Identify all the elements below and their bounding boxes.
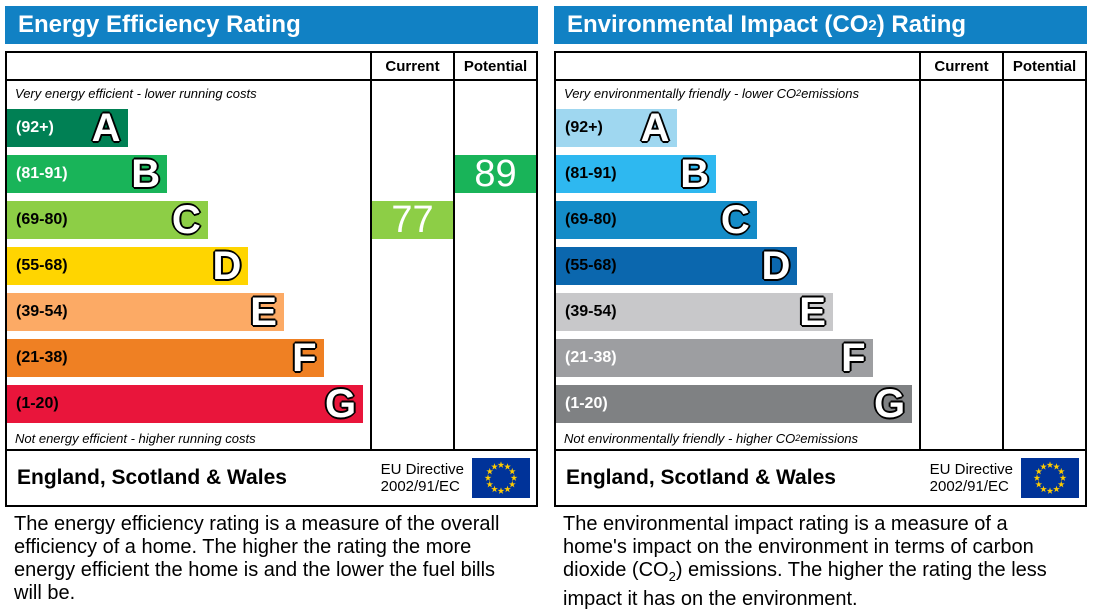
band-row-b: (81-91) B xyxy=(556,151,1085,197)
band-bar-g: (1-20) G xyxy=(7,382,364,426)
band-row-d: (55-68) D xyxy=(556,243,1085,289)
column-header-row: Current Potential xyxy=(556,53,1085,81)
band-range-label: (1-20) xyxy=(565,395,608,412)
band-bar-g: (1-20) G xyxy=(556,382,913,426)
current-column-header: Current xyxy=(370,53,453,79)
potential-column-header: Potential xyxy=(1002,53,1085,79)
energy-efficiency-panel: Energy Efficiency Rating Current Potenti… xyxy=(5,6,538,611)
jurisdiction-footer: England, Scotland & Wales EU Directive 2… xyxy=(5,449,538,507)
region-label: England, Scotland & Wales xyxy=(17,466,287,489)
band-bar-c: (69-80) C xyxy=(7,198,208,242)
environmental-impact-panel: Environmental Impact (CO 2) Rating Curren… xyxy=(554,6,1087,611)
region-label: England, Scotland & Wales xyxy=(566,466,836,489)
band-row-g: (1-20) G xyxy=(7,381,536,427)
band-range-label: (92+) xyxy=(565,119,603,136)
band-range-label: (1-20) xyxy=(16,395,59,412)
band-bar-b: (81-91) B xyxy=(7,152,168,196)
band-bar-f: (21-38) F xyxy=(7,336,324,380)
band-letter: C xyxy=(720,198,750,242)
band-range-label: (92+) xyxy=(16,119,54,136)
eu-directive-label: EU Directive 2002/91/EC xyxy=(929,461,1013,495)
top-caption: Very energy efficient - lower running co… xyxy=(15,85,257,101)
band-bar-a: (92+) A xyxy=(7,106,128,150)
band-range-label: (55-68) xyxy=(16,257,68,274)
band-bar-b: (81-91) B xyxy=(556,152,717,196)
bottom-caption-row: Not environmentally friendly - higher CO… xyxy=(556,427,1085,449)
band-range-label: (55-68) xyxy=(565,257,617,274)
band-bar-d: (55-68) D xyxy=(7,244,249,288)
top-caption-row: Very energy efficient - lower running co… xyxy=(7,81,536,105)
band-letter: D xyxy=(212,244,242,288)
eu-flag-icon xyxy=(1021,458,1079,498)
band-row-a: (92+) A xyxy=(556,105,1085,151)
band-letter: B xyxy=(131,152,161,196)
header-spacer xyxy=(7,53,370,79)
potential-column-header: Potential xyxy=(453,53,536,79)
environmental-impact-title: Environmental Impact (CO 2) Rating xyxy=(554,6,1087,44)
band-letter: F xyxy=(841,336,866,380)
band-row-e: (39-54) E xyxy=(556,289,1085,335)
potential-rating-value: 89 xyxy=(474,152,517,195)
band-letter: G xyxy=(324,382,357,426)
band-range-label: (81-91) xyxy=(565,165,617,182)
band-letter: E xyxy=(799,290,826,334)
panel-title-text: Environmental Impact (CO xyxy=(567,11,869,38)
top-caption: Very environmentally friendly - lower CO… xyxy=(564,85,859,101)
band-range-label: (69-80) xyxy=(565,211,617,228)
band-bar-e: (39-54) E xyxy=(556,290,833,334)
bottom-caption-row: Not energy efficient - higher running co… xyxy=(7,427,536,449)
current-column-header: Current xyxy=(919,53,1002,79)
band-row-b: (81-91) B 89 xyxy=(7,151,536,197)
band-letter: E xyxy=(250,290,277,334)
band-row-c: (69-80) C xyxy=(556,197,1085,243)
panel-title-text: Energy Efficiency Rating xyxy=(18,11,301,38)
energy-efficiency-chart: Current Potential Very energy efficient … xyxy=(5,51,538,451)
band-range-label: (69-80) xyxy=(16,211,68,228)
band-letter: F xyxy=(292,336,317,380)
band-range-label: (39-54) xyxy=(16,303,68,320)
band-letter: B xyxy=(680,152,710,196)
environmental-impact-description: The environmental impact rating is a mea… xyxy=(563,513,1047,610)
band-bar-f: (21-38) F xyxy=(556,336,873,380)
energy-efficiency-description: The energy efficiency rating is a measur… xyxy=(14,513,500,604)
band-letter: C xyxy=(171,198,201,242)
band-range-label: (21-38) xyxy=(565,349,617,366)
band-bar-e: (39-54) E xyxy=(7,290,284,334)
band-range-label: (39-54) xyxy=(565,303,617,320)
band-row-c: (69-80) C 77 xyxy=(7,197,536,243)
band-range-label: (21-38) xyxy=(16,349,68,366)
band-row-a: (92+) A xyxy=(7,105,536,151)
band-range-label: (81-91) xyxy=(16,165,68,182)
jurisdiction-footer: England, Scotland & Wales EU Directive 2… xyxy=(554,449,1087,507)
top-caption-row: Very environmentally friendly - lower CO… xyxy=(556,81,1085,105)
column-header-row: Current Potential xyxy=(7,53,536,81)
header-spacer xyxy=(556,53,919,79)
band-letter: D xyxy=(761,244,791,288)
bottom-caption: Not environmentally friendly - higher CO… xyxy=(564,430,859,446)
band-row-g: (1-20) G xyxy=(556,381,1085,427)
band-letter: A xyxy=(640,106,670,150)
band-bar-d: (55-68) D xyxy=(556,244,798,288)
energy-efficiency-title: Energy Efficiency Rating xyxy=(5,6,538,44)
band-row-f: (21-38) F xyxy=(7,335,536,381)
band-row-e: (39-54) E xyxy=(7,289,536,335)
band-bar-a: (92+) A xyxy=(556,106,677,150)
eu-directive-label: EU Directive 2002/91/EC xyxy=(380,461,464,495)
eu-flag-icon xyxy=(472,458,530,498)
band-letter: G xyxy=(873,382,906,426)
bottom-caption: Not energy efficient - higher running co… xyxy=(15,430,256,446)
band-bar-c: (69-80) C xyxy=(556,198,757,242)
current-rating-value: 77 xyxy=(391,198,434,241)
band-row-d: (55-68) D xyxy=(7,243,536,289)
current-rating-marker: 77 xyxy=(372,198,453,241)
band-row-f: (21-38) F xyxy=(556,335,1085,381)
band-letter: A xyxy=(91,106,121,150)
potential-rating-marker: 89 xyxy=(455,152,536,195)
environmental-impact-chart: Current Potential Very environmentally f… xyxy=(554,51,1087,451)
